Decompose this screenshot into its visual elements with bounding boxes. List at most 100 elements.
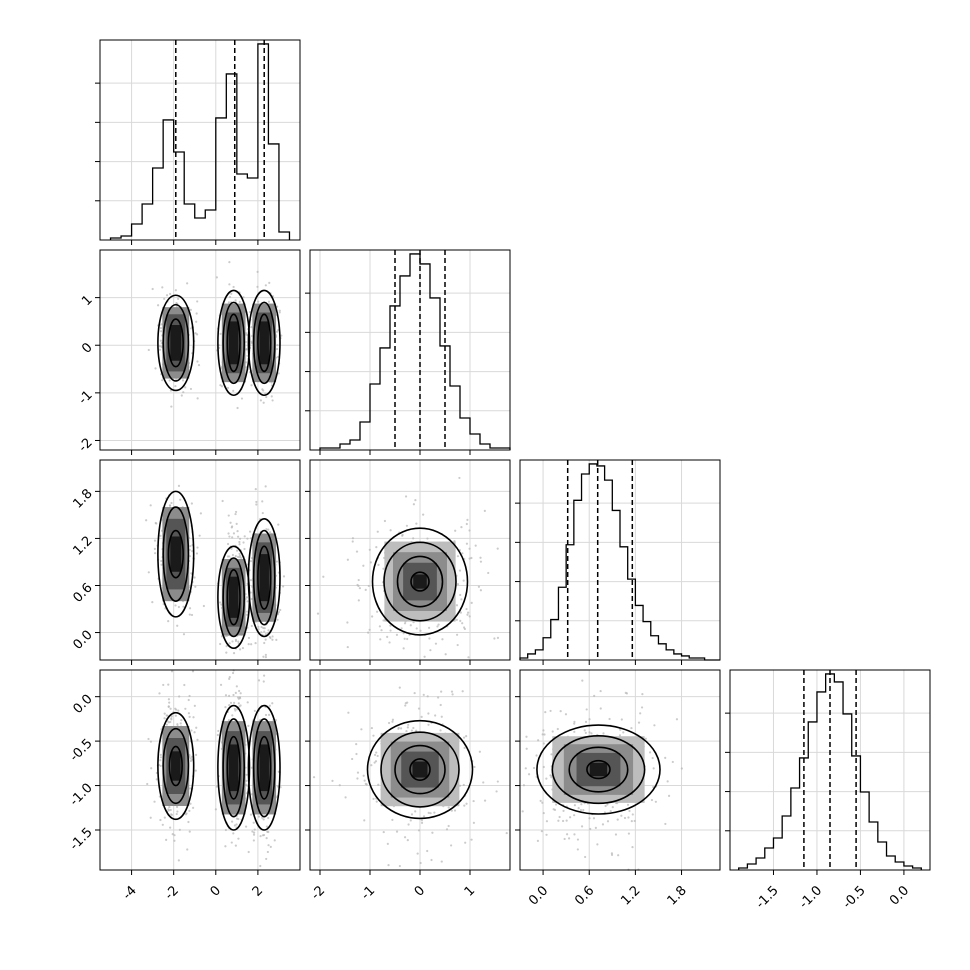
scatter-point: [249, 813, 253, 816]
scatter-point: [525, 747, 528, 750]
scatter-point: [466, 613, 469, 616]
scatter-point: [242, 296, 245, 299]
scatter-point: [189, 787, 192, 790]
scatter-point: [357, 599, 360, 602]
scatter-point: [198, 534, 201, 537]
contour-line: [162, 506, 190, 602]
scatter-point: [644, 737, 647, 740]
scatter-point: [565, 819, 568, 822]
scatter-point: [459, 593, 462, 597]
scatter-point: [648, 751, 652, 754]
scatter-point: [550, 753, 553, 756]
scatter-point: [231, 671, 235, 675]
scatter-point: [236, 555, 240, 558]
scatter-point: [169, 292, 172, 296]
scatter-point: [147, 348, 150, 352]
scatter-point: [265, 857, 268, 861]
density-block: [170, 536, 182, 572]
scatter-point: [362, 564, 365, 567]
scatter-point: [276, 344, 279, 347]
contour-line: [247, 518, 281, 638]
scatter-point: [175, 708, 178, 711]
scatter-point: [565, 833, 569, 836]
scatter-point: [369, 561, 372, 564]
scatter-point: [230, 292, 233, 295]
scatter-point: [179, 498, 182, 501]
scatter-point: [580, 825, 584, 828]
scatter-point: [482, 781, 485, 784]
scatter-point: [231, 714, 234, 717]
scatter-point: [395, 830, 399, 833]
scatter-point: [236, 406, 239, 410]
scatter-point: [271, 702, 274, 705]
scatter-point: [154, 367, 157, 370]
scatter-point: [257, 815, 261, 818]
scatter-point: [224, 694, 228, 697]
density-block: [228, 744, 239, 792]
scatter-point: [423, 655, 426, 658]
scatter-point: [557, 819, 560, 822]
scatter-point: [165, 723, 168, 726]
scatter-point: [545, 820, 549, 823]
scatter-point: [415, 627, 418, 630]
scatter-point: [567, 837, 571, 840]
scatter-point: [265, 528, 268, 531]
contour-line: [157, 490, 195, 618]
scatter-point: [243, 547, 246, 551]
scatter-point: [459, 619, 462, 622]
scatter-point: [585, 708, 588, 711]
scatter-point: [181, 379, 185, 382]
scatter-point: [191, 758, 194, 761]
scatter-point: [230, 547, 233, 550]
scatter-point: [236, 549, 239, 552]
scatter-point: [163, 717, 166, 720]
scatter-point: [246, 701, 249, 704]
scatter-point: [564, 713, 568, 716]
scatter-point: [573, 720, 576, 723]
scatter-point: [370, 764, 373, 767]
scatter-point: [440, 715, 443, 718]
contour-lines: [157, 704, 281, 831]
scatter-point: [410, 813, 414, 816]
density-blocks: [162, 303, 277, 383]
contour-line: [162, 727, 190, 805]
scatter-point: [447, 824, 450, 828]
scatter-point: [167, 620, 170, 623]
scatter-point: [237, 640, 240, 643]
scatter-point: [252, 833, 256, 836]
scatter-point: [190, 755, 193, 758]
scatter-point: [246, 537, 249, 540]
scatter-point: [160, 563, 163, 566]
panel-frame: [99, 39, 301, 241]
scatter-point: [462, 736, 466, 739]
scatter-point: [165, 294, 169, 297]
scatter-point: [631, 813, 634, 816]
scatter-point: [180, 394, 183, 397]
scatter-point: [254, 642, 257, 645]
scatter-point: [404, 704, 407, 707]
scatter-point: [188, 715, 191, 718]
contour-line: [226, 313, 241, 373]
scatter-point: [161, 286, 164, 289]
scatter-point: [176, 723, 179, 726]
scatter-point: [427, 723, 430, 726]
scatter-point: [620, 814, 623, 817]
density-block: [259, 321, 269, 365]
scatter-point: [228, 535, 231, 538]
scatter-point: [170, 501, 173, 505]
contour-lines: [157, 289, 281, 397]
x-tick-label: 0.6: [572, 883, 597, 908]
scatter-point: [228, 694, 231, 698]
scatter-point: [233, 824, 236, 827]
scatter-point: [456, 583, 460, 586]
scatter-point: [447, 806, 450, 809]
scatter-point: [191, 550, 194, 553]
scatter-point: [428, 637, 431, 640]
scatter-point: [391, 818, 394, 821]
scatter-point: [196, 546, 199, 549]
scatter-point: [196, 300, 199, 303]
histogram-panel-3: [515, 459, 721, 665]
scatter-point: [356, 777, 359, 780]
contour-line: [371, 527, 469, 636]
scatter-point: [279, 608, 282, 612]
